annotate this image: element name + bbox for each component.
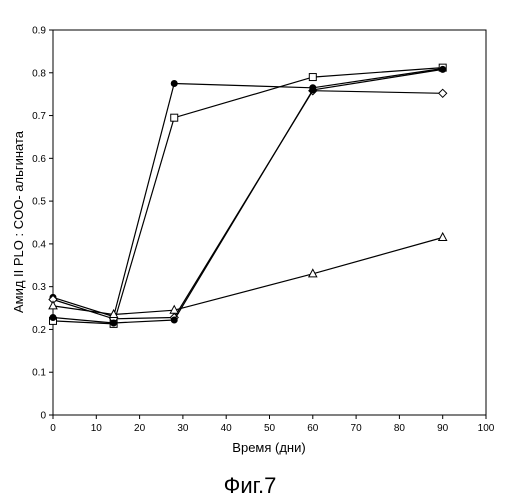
y-tick-label: 0.1: [32, 368, 46, 379]
series-line: [53, 91, 443, 319]
data-point: [310, 87, 316, 93]
x-axis-title: Время (дни): [232, 440, 305, 455]
data-point: [49, 301, 57, 309]
y-tick-label: 0.5: [32, 197, 46, 208]
series-layer: [49, 64, 447, 327]
x-tick-label: 90: [437, 423, 449, 434]
data-point: [440, 66, 446, 72]
data-point: [309, 74, 316, 81]
data-point: [111, 320, 117, 326]
figure-caption: Фиг.7: [224, 473, 277, 498]
series-2: [50, 64, 447, 327]
series-line: [53, 238, 443, 315]
y-tick-label: 0.4: [32, 239, 46, 250]
series-line: [53, 69, 443, 317]
x-tick-label: 80: [394, 423, 406, 434]
x-tick-label: 10: [91, 423, 103, 434]
series-line: [53, 68, 443, 324]
x-tick-label: 40: [221, 423, 233, 434]
y-tick-label: 0.6: [32, 154, 46, 165]
data-point: [50, 314, 56, 320]
series-5: [49, 233, 447, 318]
data-point: [171, 317, 177, 323]
data-point: [171, 80, 177, 86]
y-axis-title: Амид II PLO : COO- альгината: [11, 130, 26, 313]
y-tick-label: 0.8: [32, 68, 46, 79]
y-tick-label: 0.2: [32, 325, 46, 336]
plot-frame: [53, 30, 486, 415]
data-point: [439, 233, 447, 241]
x-tick-label: 100: [478, 423, 495, 434]
y-axis-ticks: 0 0.1 0.2 0.3 0.4 0.5 0.6 0.7 0.8 0.9: [32, 26, 53, 422]
x-tick-label: 70: [351, 423, 363, 434]
series-3: [49, 87, 447, 323]
x-tick-label: 50: [264, 423, 276, 434]
x-axis-ticks: 0 10 20 30 40 50 60 70 80 90 100: [50, 415, 495, 434]
y-tick-label: 0.3: [32, 282, 46, 293]
y-tick-label: 0.9: [32, 26, 46, 37]
x-tick-label: 0: [50, 423, 56, 434]
x-tick-label: 20: [134, 423, 146, 434]
data-point: [439, 89, 447, 97]
x-tick-label: 30: [177, 423, 189, 434]
y-tick-label: 0: [40, 411, 46, 422]
data-point: [171, 114, 178, 121]
y-tick-label: 0.7: [32, 111, 46, 122]
x-tick-label: 60: [307, 423, 319, 434]
series-1: [50, 66, 446, 320]
